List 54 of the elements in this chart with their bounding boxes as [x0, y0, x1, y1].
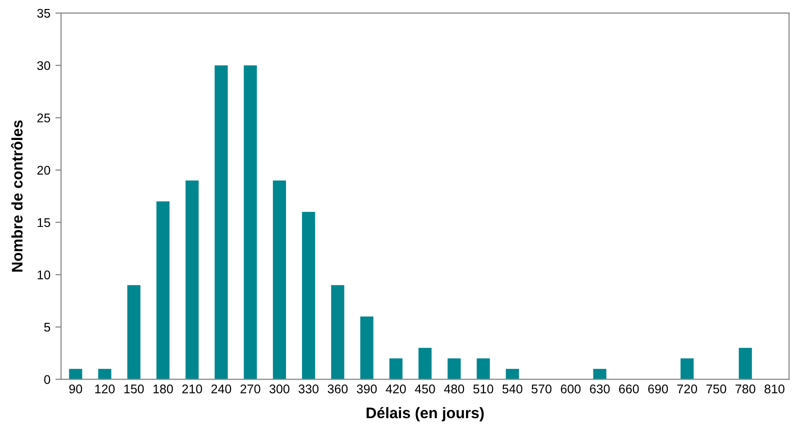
x-tick-label: 630	[590, 384, 610, 394]
x-tick-label: 330	[298, 384, 319, 394]
x-tick-label: 180	[154, 384, 173, 394]
bar	[506, 368, 519, 380]
x-tick-label: 690	[648, 384, 668, 394]
x-tick-label: 660	[619, 384, 639, 394]
x-tick-label: 390	[356, 384, 377, 394]
y-tick-label: 35	[37, 8, 50, 18]
x-tick-label: 420	[386, 384, 406, 394]
x-tick-label: 720	[677, 384, 698, 394]
x-tick-label: 750	[706, 384, 726, 394]
x-axis-title: Délais (en jours)	[366, 406, 484, 422]
x-tick-label: 90	[69, 384, 82, 394]
x-tick-label: 210	[182, 384, 202, 394]
x-tick-label: 600	[560, 384, 581, 394]
y-tick-label: 15	[38, 218, 50, 228]
bar	[331, 285, 344, 380]
x-tick-label: 240	[211, 384, 232, 394]
x-tick-label: 810	[764, 384, 784, 394]
bar	[418, 348, 432, 380]
x-tick-label: 150	[124, 384, 144, 394]
bar	[593, 368, 606, 380]
x-tick-label: 300	[270, 384, 290, 394]
bar	[186, 180, 199, 380]
x-tick-label: 360	[328, 384, 348, 394]
y-axis-title: Nombre de contrôles	[11, 120, 23, 272]
bar	[389, 358, 402, 380]
bar	[448, 358, 461, 380]
bar	[680, 358, 694, 380]
bar	[302, 212, 316, 380]
bar	[127, 285, 140, 380]
x-tick-label: 270	[240, 384, 260, 394]
bar	[156, 201, 170, 380]
bar	[244, 65, 257, 380]
y-tick-label: 30	[37, 61, 50, 70]
x-tick-label: 480	[444, 384, 464, 394]
y-tick-label: 20	[37, 166, 50, 175]
x-tick-label: 570	[532, 384, 552, 394]
bar	[476, 358, 490, 380]
bar	[360, 316, 374, 380]
x-tick-label: 510	[473, 384, 494, 394]
bar	[738, 348, 752, 380]
x-tick-label: 120	[95, 384, 115, 394]
bar	[69, 368, 82, 380]
x-tick-label: 540	[502, 384, 522, 394]
y-tick-label: 10	[38, 270, 50, 280]
x-tick-label: 450	[414, 384, 435, 394]
bar	[272, 180, 286, 380]
y-tick-label: 25	[37, 114, 50, 122]
y-tick-label: 5	[44, 322, 50, 332]
x-tick-label: 780	[736, 384, 756, 394]
y-tick-label: 0	[44, 375, 50, 384]
bar	[214, 65, 228, 380]
bar	[98, 368, 112, 380]
